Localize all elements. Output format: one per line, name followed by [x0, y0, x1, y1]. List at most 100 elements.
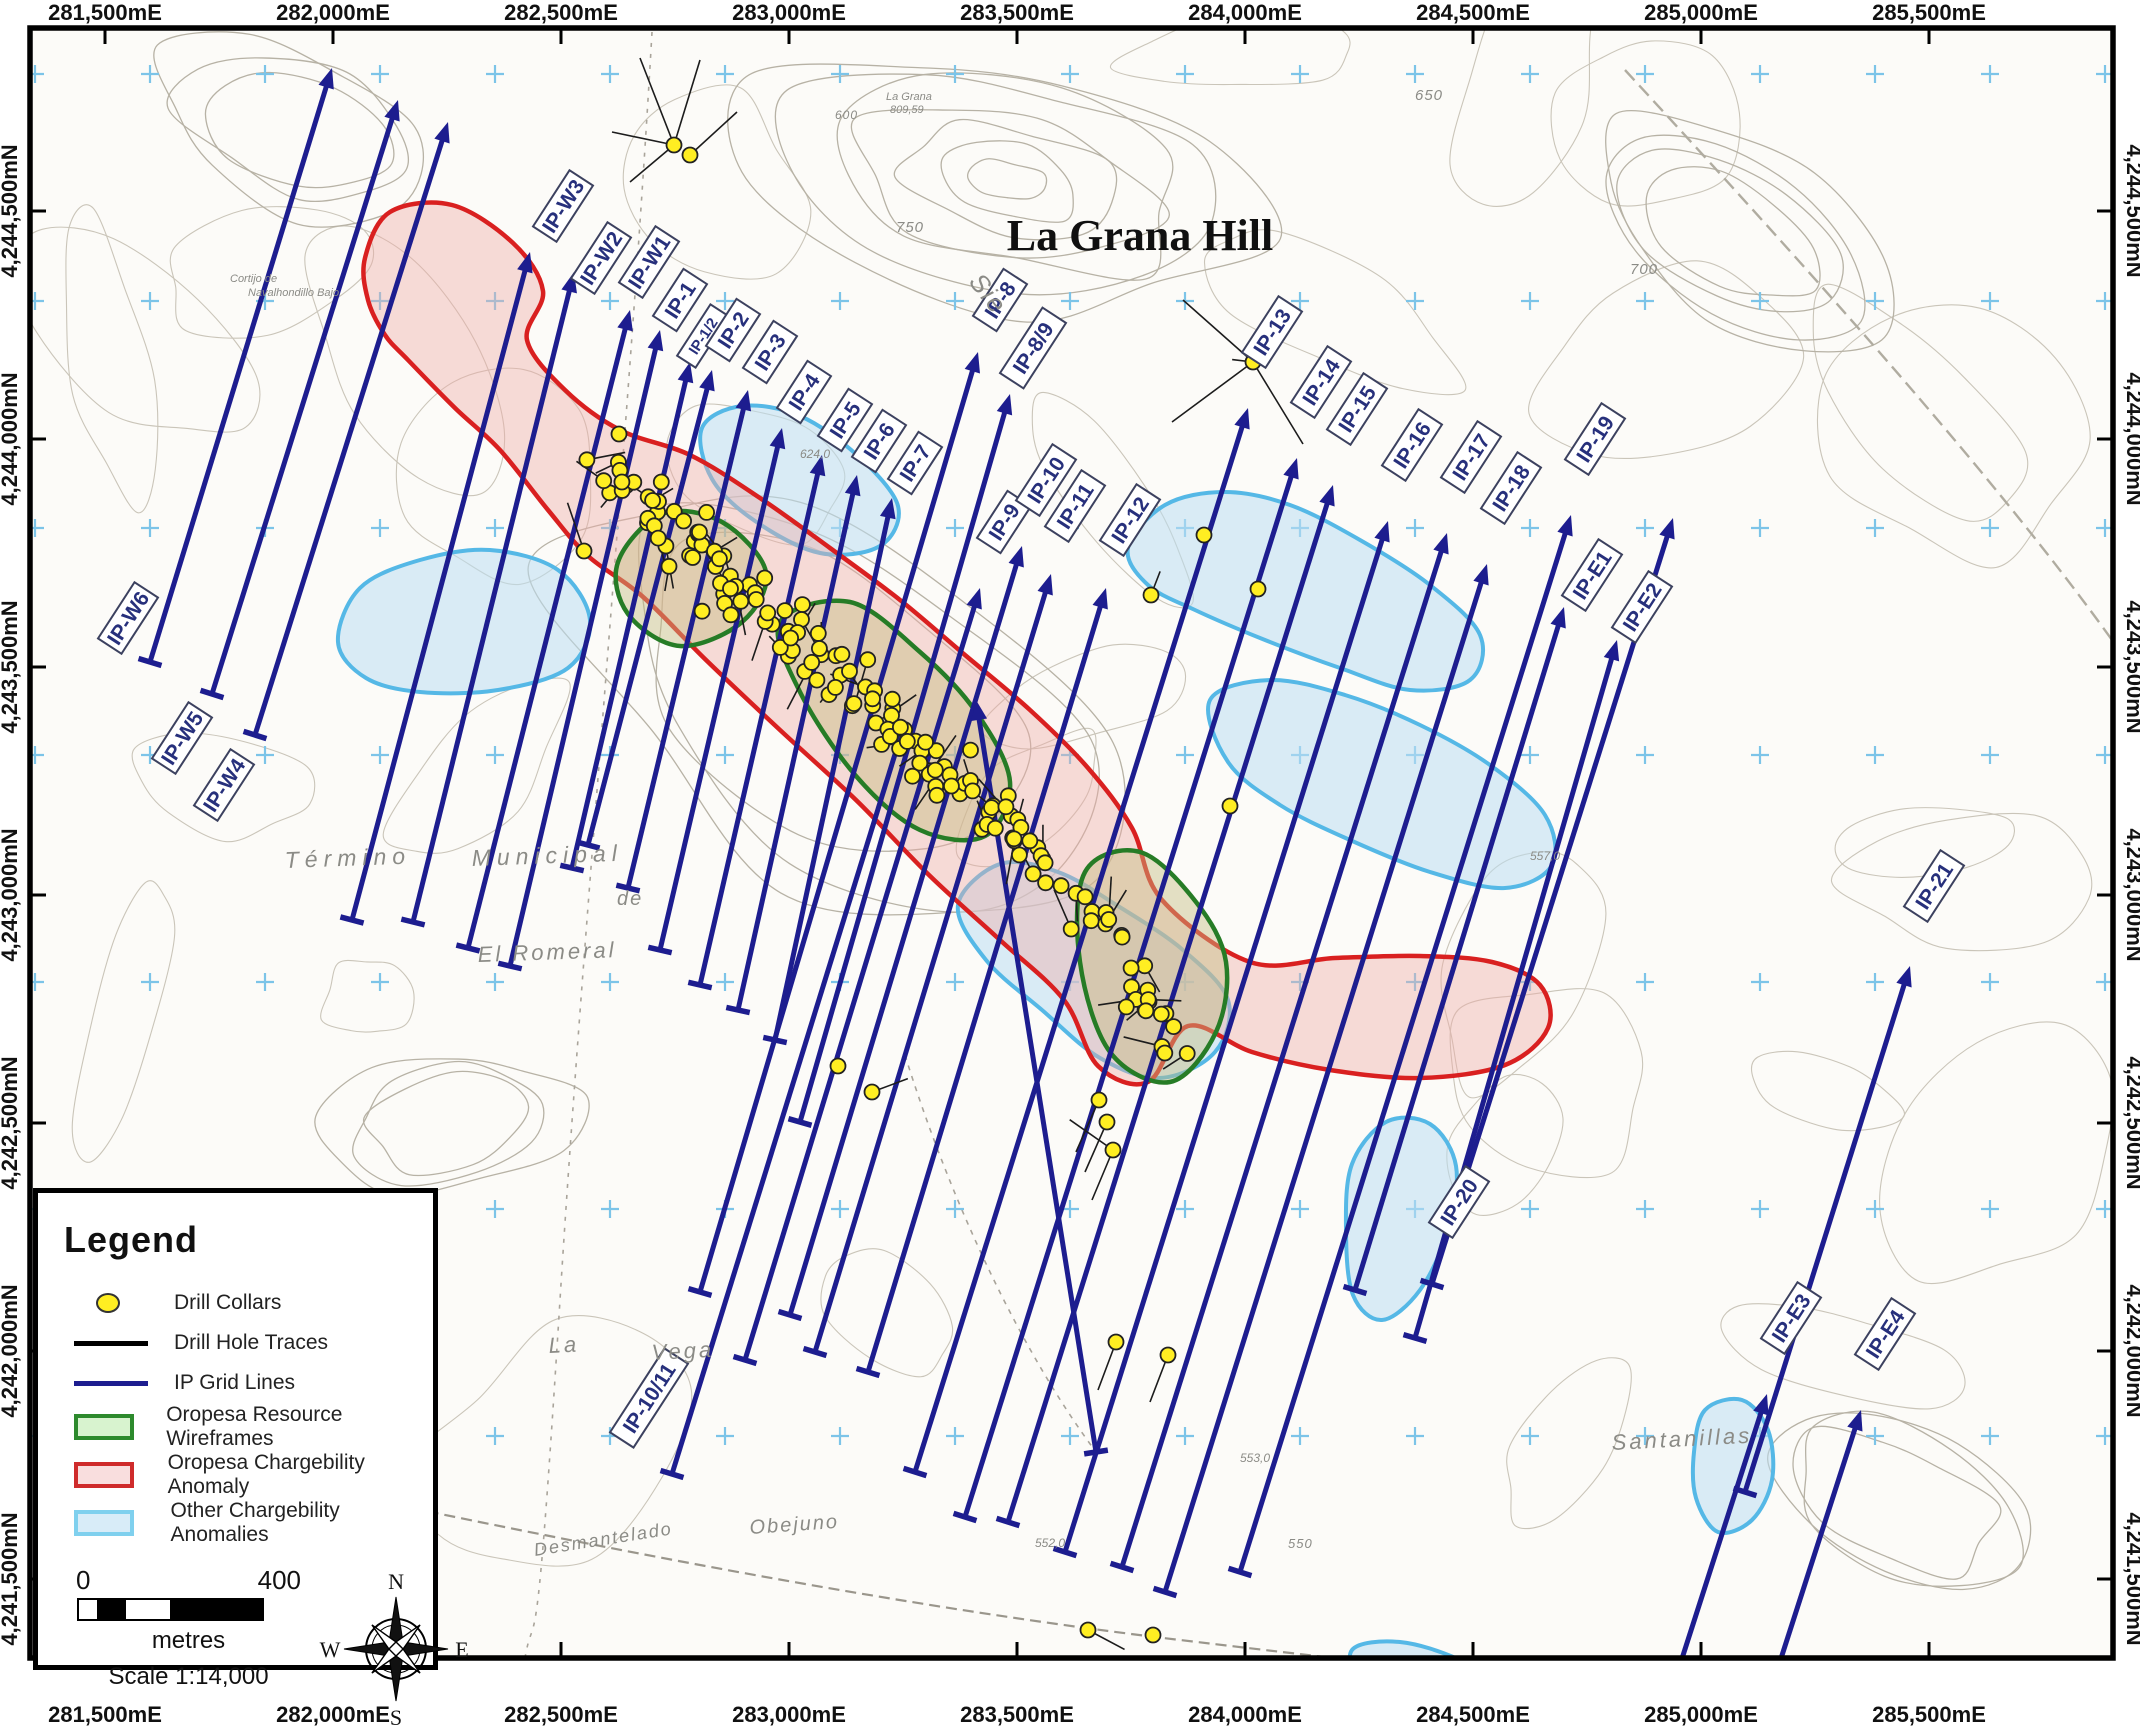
grid-cross-icon [1636, 65, 1654, 83]
grid-cross-icon [1521, 746, 1539, 764]
grid-cross-icon [1751, 746, 1769, 764]
drill-collar [1178, 1045, 1196, 1062]
contour-line [1506, 1357, 1632, 1530]
ip-line-label-box [1325, 371, 1389, 447]
drill-collar [803, 654, 821, 671]
grid-cross-icon [1866, 65, 1884, 83]
contour-line [1767, 1412, 2032, 1591]
grid-cross-icon [256, 746, 274, 764]
other-anomaly-swatch-icon [74, 1510, 134, 1536]
drill-collar [698, 504, 715, 521]
drill-hole-trace [1182, 299, 1254, 363]
drill-collar [1036, 854, 1054, 872]
grid-cross-icon [486, 1427, 504, 1445]
contour-line [727, 63, 1283, 323]
other-chargeability-anomaly [1125, 490, 1485, 693]
ip-line-start-bar [242, 728, 268, 742]
drill-collar [1037, 874, 1054, 892]
grid-cross-icon [601, 65, 619, 83]
legend-item-label: Oropesa Resource Wireframes [166, 1403, 343, 1450]
grid-cross-icon [716, 292, 734, 310]
drill-hole-trace [639, 57, 675, 146]
ip-line-arrow-icon [1550, 607, 1566, 629]
ip-line-arrow-icon [1473, 564, 1489, 586]
ip-line-arrow-icon [1753, 1394, 1769, 1416]
ip-line-start-bar [455, 942, 481, 954]
ip-line-start-bar [1052, 1545, 1078, 1559]
grid-cross-icon [1751, 519, 1769, 537]
grid-cross-icon [486, 973, 504, 991]
legend-items: Drill Collars Drill Hole Traces IP Grid … [38, 1283, 433, 1547]
drill-collar [649, 529, 667, 547]
legend-item-ip-lines: IP Grid Lines [38, 1363, 433, 1403]
drill-collar [1082, 912, 1100, 930]
ip-line-arrow-icon [1374, 521, 1390, 543]
place-name: 624,0 [800, 447, 830, 461]
axis-label-bottom: 285,500mE [1872, 1702, 1986, 1727]
drill-collar [595, 472, 613, 490]
grid-cross-icon [1751, 292, 1769, 310]
ip-line-label-box [741, 319, 799, 385]
compass-rose-icon: N S E W [320, 1569, 469, 1730]
ip-grid-line [209, 108, 398, 695]
grid-cross-icon [716, 973, 734, 991]
ip-line-label-box [1610, 569, 1674, 645]
grid-cross-icon [30, 292, 44, 310]
drill-collar [1142, 586, 1160, 604]
grid-cross-icon [1521, 292, 1539, 310]
ip-line-start-bar [659, 1467, 685, 1481]
ip-line-start-bar [497, 960, 523, 972]
ip-line-arrow-icon [735, 390, 752, 412]
place-name: Municipal [471, 840, 623, 871]
grid-cross-icon [141, 292, 159, 310]
ip-grid-line [1119, 541, 1447, 1568]
contour-line [1605, 134, 1866, 341]
contour-line [65, 204, 159, 514]
axis-label-top: 282,500mE [504, 0, 618, 25]
axis-label-right: 4,242,500mN [2122, 1056, 2140, 1189]
compass-w: W [320, 1637, 341, 1662]
place-name: Cortijo de [230, 273, 277, 285]
ip-grid-line [625, 399, 749, 889]
ip-line-label-box [775, 359, 833, 425]
drill-collar [808, 671, 826, 689]
contour-line [893, 118, 1118, 241]
ip-grid-line [569, 371, 691, 869]
axis-label-top: 281,500mE [48, 0, 162, 25]
grid-cross-icon [1636, 1427, 1654, 1445]
drill-collar [1136, 957, 1154, 975]
drill-hole-trace [566, 502, 585, 552]
ip-grid-line [1778, 1418, 1861, 1658]
grid-cross-icon [1981, 746, 1999, 764]
ip-line-arrow-icon [1319, 485, 1335, 507]
grid-cross-icon [716, 1427, 734, 1445]
drill-collar [1195, 526, 1213, 544]
drill-collar [681, 146, 699, 164]
drill-collar [693, 602, 711, 620]
drill-collar [983, 799, 1000, 816]
ip-line-arrow-icon [1659, 518, 1675, 540]
ip-grid-line [812, 582, 1051, 1353]
place-name: Término [284, 843, 411, 873]
ip-line-start-bar [559, 862, 585, 874]
drill-collar [986, 819, 1004, 837]
drill-collar [652, 473, 670, 491]
ip-line-start-bar [802, 1345, 828, 1359]
drill-collar [1021, 832, 1039, 850]
contour-line [850, 109, 1170, 259]
ip-line-arrow-icon [964, 352, 980, 374]
contour-line [1720, 1303, 1966, 1410]
ip-line-label-box [998, 306, 1068, 390]
axis-label-bottom: 285,000mE [1644, 1702, 1758, 1727]
legend-item-label: Oropesa Chargebility Anomaly [167, 1451, 365, 1498]
ip-line-start-bar [647, 944, 673, 956]
grid-cross-icon [716, 746, 734, 764]
ip-line-arrow-icon [1847, 1410, 1863, 1432]
contour-line [314, 1058, 590, 1197]
grid-cross-icon [141, 519, 159, 537]
grid-cross-icon [1061, 1427, 1079, 1445]
ip-grid-line [1062, 529, 1388, 1553]
drill-collar [1165, 1018, 1182, 1035]
ip-line-start-bar [725, 1004, 751, 1016]
grid-cross-icon [831, 1200, 849, 1218]
